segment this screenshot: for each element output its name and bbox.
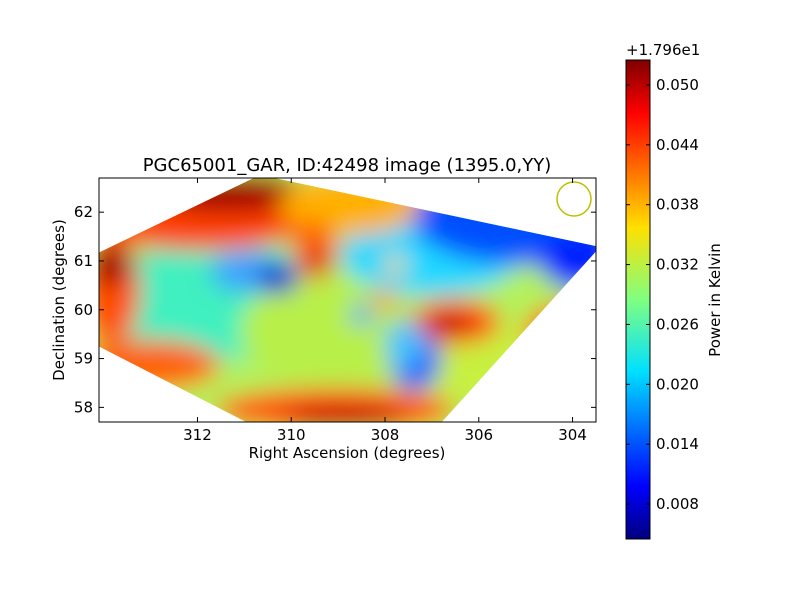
y-tick-label: 60 bbox=[74, 301, 93, 319]
x-ticks: 312 310 308 306 304 bbox=[183, 178, 587, 444]
colorbar-label: Power in Kelvin bbox=[706, 243, 724, 357]
heatmap-image bbox=[99, 178, 596, 422]
colorbar-tick-label: 0.008 bbox=[656, 495, 699, 513]
colorbar-tick-label: 0.026 bbox=[656, 315, 699, 333]
x-tick-label: 308 bbox=[371, 426, 400, 444]
y-tick-label: 62 bbox=[74, 203, 93, 221]
colorbar-tick-label: 0.050 bbox=[656, 76, 699, 94]
x-axis-label: Right Ascension (degrees) bbox=[249, 444, 446, 462]
beam-marker bbox=[556, 181, 592, 217]
colorbar-tick-label: 0.032 bbox=[656, 256, 699, 274]
colorbar-tick-label: 0.044 bbox=[656, 136, 699, 154]
colorbar bbox=[625, 59, 651, 540]
x-tick-label: 310 bbox=[277, 426, 306, 444]
colorbar-ticks: 0.008 0.014 0.020 0.026 0.032 0.038 0.044 0.050 bbox=[626, 76, 699, 513]
colorbar-tick-label: 0.020 bbox=[656, 375, 699, 393]
y-ticks: 58 59 60 61 62 bbox=[74, 203, 596, 416]
colorbar-tick-label: 0.038 bbox=[656, 196, 699, 214]
x-tick-label: 306 bbox=[464, 426, 493, 444]
x-tick-label: 304 bbox=[558, 426, 587, 444]
y-tick-label: 58 bbox=[74, 398, 93, 416]
x-tick-label: 312 bbox=[183, 426, 212, 444]
y-tick-label: 61 bbox=[74, 252, 93, 270]
colorbar-tick-label: 0.014 bbox=[656, 435, 699, 453]
colorbar-offset-text: +1.796e1 bbox=[626, 41, 700, 59]
plot-frame bbox=[98, 177, 597, 423]
y-tick-label: 59 bbox=[74, 350, 93, 368]
chart-title: PGC65001_GAR, ID:42498 image (1395.0,YY) bbox=[143, 155, 552, 176]
y-axis-label: Declination (degrees) bbox=[50, 219, 68, 381]
